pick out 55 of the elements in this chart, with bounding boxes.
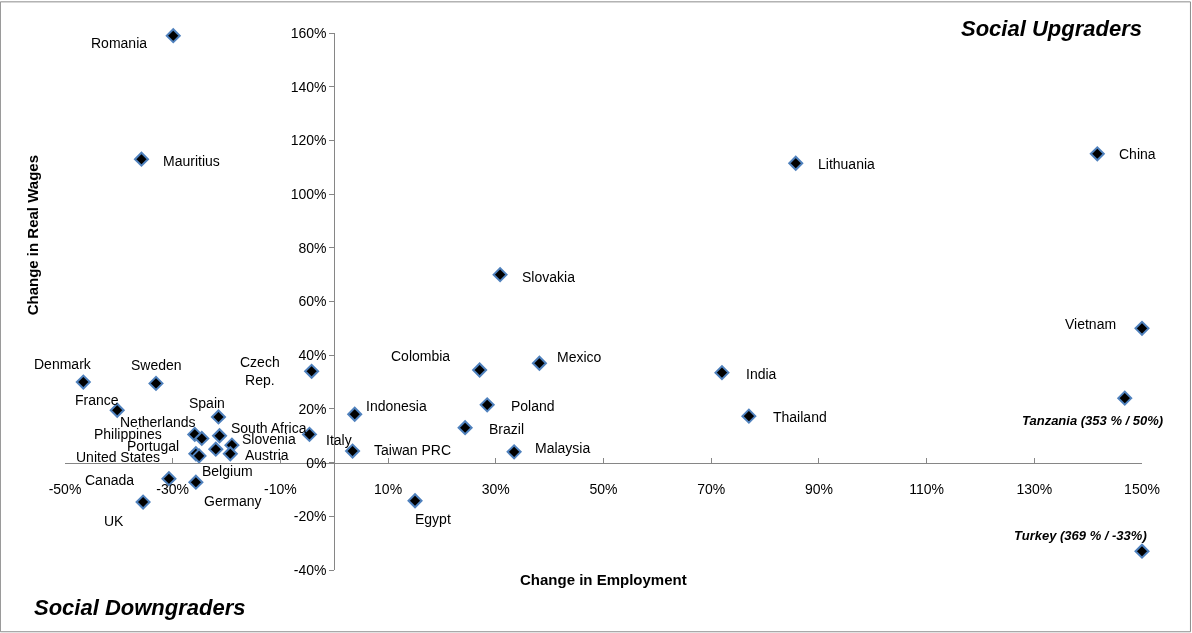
- x-tick-label: 110%: [909, 481, 944, 498]
- annotation: Brazil: [489, 421, 525, 437]
- annotation: Czech Rep.: [240, 354, 280, 389]
- annotation: Taiwan PRC: [374, 442, 452, 458]
- y-tick-label: 0%: [306, 454, 327, 471]
- annotation: Lithuania: [818, 156, 876, 172]
- annotation: Belgium: [202, 463, 253, 479]
- text: Social Downgraders: [34, 595, 246, 620]
- y-tick-label: 60%: [298, 293, 327, 310]
- x-tick-label: -30%: [156, 481, 190, 498]
- annotation: Mauritius: [163, 153, 220, 169]
- x-tick-label: -10%: [264, 481, 297, 498]
- annotation: Mexico: [557, 349, 602, 365]
- annotation: Slovakia: [522, 269, 576, 285]
- annotation: Spain: [189, 395, 225, 411]
- annotation: Romania: [91, 35, 148, 51]
- annotation: Thailand: [773, 409, 827, 425]
- y-tick-label: 120%: [290, 132, 327, 149]
- y-tick-label: 80%: [298, 239, 327, 256]
- x-tick-label: -50%: [48, 481, 82, 498]
- x-tick-label: 50%: [589, 481, 618, 498]
- annotation: China: [1119, 146, 1156, 162]
- annotation: Tanzania (353 % / 50%): [1022, 413, 1164, 428]
- y-tick-label: 140%: [290, 78, 327, 95]
- annotation: France: [75, 392, 119, 408]
- y-axis-title: Change in Real Wages: [23, 155, 41, 316]
- y-tick-label: 100%: [290, 186, 327, 202]
- x-tick-label: 30%: [481, 481, 510, 498]
- annotation: Malaysia: [535, 440, 591, 456]
- y-tick-label: -20%: [293, 508, 327, 525]
- annotation: Indonesia: [366, 398, 427, 414]
- x-tick-label: 150%: [1124, 481, 1160, 498]
- x-tick-label: 70%: [697, 481, 726, 498]
- x-tick-label: 10%: [374, 481, 403, 498]
- annotation: Colombia: [391, 348, 451, 364]
- annotation: Turkey (369 % / -33%): [1014, 528, 1147, 543]
- annotation: Austria: [245, 447, 289, 463]
- annotation: Sweden: [131, 357, 182, 373]
- y-tick-label: -40%: [293, 561, 327, 578]
- x-tick-label: 130%: [1016, 481, 1053, 498]
- annotation: Vietnam: [1065, 316, 1117, 332]
- y-tick-label: 40%: [298, 347, 327, 364]
- annotation: Poland: [511, 398, 555, 414]
- annotation: UK: [104, 513, 125, 529]
- x-axis-title: Change in Employment: [520, 571, 687, 588]
- y-tick-label: 160%: [290, 24, 327, 41]
- annotation: Canada: [85, 472, 135, 488]
- annotation: India: [746, 366, 777, 382]
- annotation: Germany: [204, 493, 262, 509]
- y-tick-label: 20%: [298, 400, 327, 417]
- annotation: Italy: [326, 432, 352, 448]
- annotation: Social Upgraders: [961, 16, 1142, 41]
- annotation: Denmark: [34, 356, 92, 372]
- x-tick-label: 90%: [804, 481, 833, 498]
- annotation: Egypt: [415, 511, 451, 527]
